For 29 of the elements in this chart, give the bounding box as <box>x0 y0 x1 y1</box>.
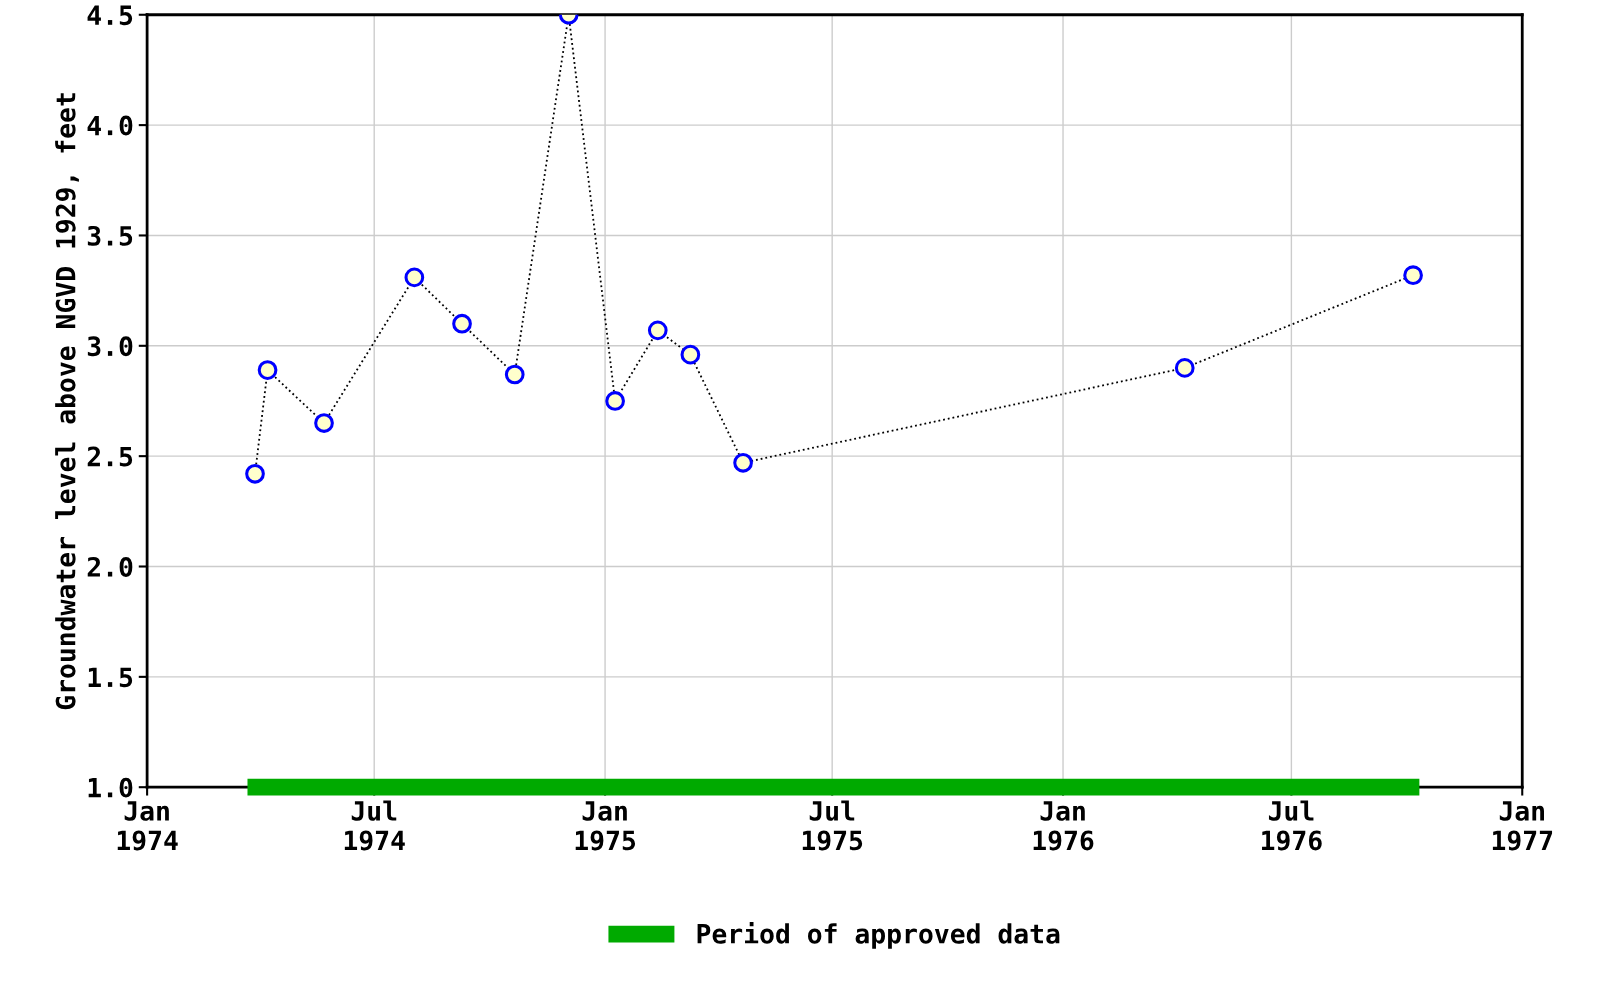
legend-label: Period of approved data <box>697 921 1060 949</box>
x-tick-label: Jan 1976 <box>1033 801 1094 851</box>
y-tick-label: 2.5 <box>87 446 133 467</box>
x-tick-label: Jul 1975 <box>802 800 863 851</box>
y-tick-label: 4.5 <box>87 5 133 26</box>
y-tick-label: 1.5 <box>88 667 133 688</box>
point <box>605 391 625 411</box>
x-tick-label: Jan 1974 <box>117 801 178 851</box>
point <box>404 267 425 288</box>
y-tick-label: 3.5 <box>87 225 133 246</box>
x-tick-label: Jan 1975 <box>575 801 636 851</box>
y-tick-label: 2.0 <box>87 556 133 577</box>
y-tick-label: 1.0 <box>88 777 133 798</box>
point <box>1403 265 1423 286</box>
point <box>245 463 265 484</box>
point <box>452 313 472 334</box>
point <box>504 364 525 385</box>
point <box>257 360 278 380</box>
y-axis-title: Groundwater level above NGVD 1929, feet <box>55 93 79 710</box>
y-tick-label: 3.0 <box>87 336 133 357</box>
point <box>314 413 334 433</box>
x-tick-label: Jul 1976 <box>1262 800 1322 851</box>
x-tick-label: Jan 1977 <box>1492 801 1553 851</box>
point <box>680 344 701 365</box>
point <box>1174 358 1195 378</box>
x-tick-label: Jul 1974 <box>344 800 405 851</box>
point <box>647 320 668 341</box>
y-tick-label: 4.0 <box>87 115 133 136</box>
point <box>733 452 753 473</box>
